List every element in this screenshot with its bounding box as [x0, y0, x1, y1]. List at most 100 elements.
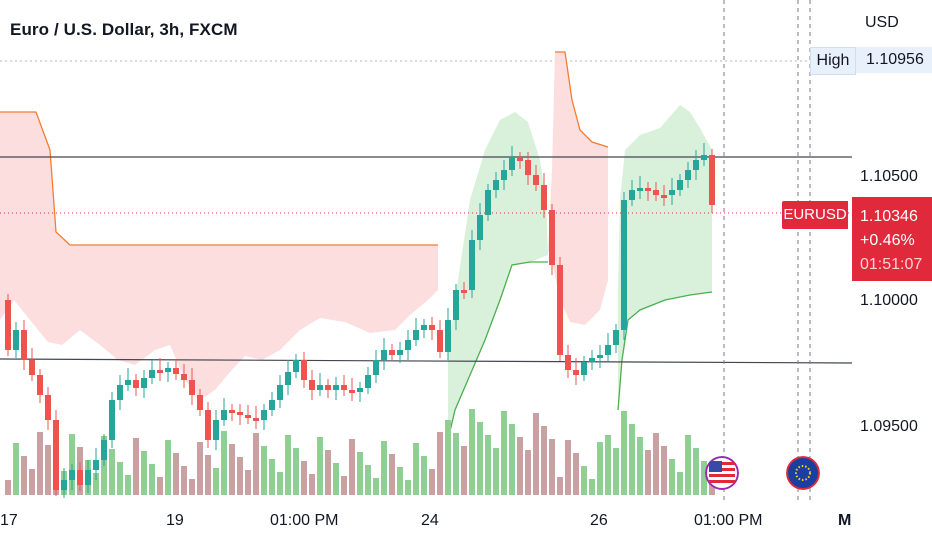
volume-bar: [693, 448, 699, 495]
volume-bar: [277, 472, 283, 495]
candle-body: [149, 370, 155, 378]
candle-body: [397, 350, 403, 355]
candle-body: [373, 360, 379, 375]
volume-bar: [381, 441, 387, 495]
candle-body: [253, 418, 259, 421]
volume-bar: [221, 431, 227, 495]
volume-bar: [605, 435, 611, 495]
volume-bar: [237, 457, 243, 495]
volume-bar: [493, 448, 499, 495]
time-label-17: 17: [0, 512, 18, 529]
time-label-1pm-a: 01:00 PM: [270, 512, 339, 529]
candle-body: [165, 368, 171, 372]
volume-bar: [125, 475, 131, 495]
candle-body: [221, 410, 227, 420]
candle-body: [461, 290, 467, 293]
volume-bar: [197, 442, 203, 495]
volume-bar: [13, 443, 19, 495]
candle-body: [525, 160, 531, 175]
eu-us-flag-icon[interactable]: [786, 456, 820, 490]
volume-bar: [165, 440, 171, 495]
candle-body: [333, 385, 339, 390]
candle-body: [413, 330, 419, 340]
volume-bar: [37, 432, 43, 495]
candle-body: [301, 360, 307, 380]
candle-body: [437, 330, 443, 352]
volume-bar: [509, 424, 515, 495]
price-tick-2: 1.10000: [860, 292, 918, 309]
candle-body: [317, 385, 323, 390]
volume-bar: [469, 409, 475, 495]
candle-body: [325, 385, 331, 390]
candle-body: [653, 190, 659, 195]
volume-bar: [565, 440, 571, 495]
candle-body: [285, 372, 291, 385]
volume-bar: [5, 480, 11, 495]
volume-bar: [349, 439, 355, 495]
volume-bar: [21, 456, 27, 495]
last-price: 1.10346: [860, 208, 918, 225]
candle-body: [237, 412, 243, 415]
volume-bar: [549, 439, 555, 495]
symbol-badge[interactable]: EURUSD: [782, 201, 848, 229]
time-label-24: 24: [421, 512, 439, 529]
candle-body: [709, 155, 715, 205]
volume-bar: [229, 444, 235, 495]
candle-body: [93, 460, 99, 470]
volume-bar: [669, 459, 675, 495]
candle-body: [341, 385, 347, 390]
candle-body: [381, 350, 387, 360]
candle-body: [613, 330, 619, 345]
volume-bar: [701, 461, 707, 495]
volume-bar: [157, 477, 163, 495]
volume-bar: [525, 450, 531, 495]
volume-bar: [341, 476, 347, 495]
volume-bar: [645, 450, 651, 495]
candle-body: [53, 420, 59, 490]
volume-bar: [325, 450, 331, 495]
candle-body: [101, 440, 107, 460]
candle-body: [565, 355, 571, 370]
volume-bar: [597, 442, 603, 495]
high-price-label: 1.10956: [856, 47, 932, 73]
candle-body: [29, 360, 35, 375]
candle-body: [685, 170, 691, 180]
volume-bar: [365, 465, 371, 495]
candle-body: [541, 185, 547, 210]
volume-bar: [677, 472, 683, 495]
candle-body: [125, 380, 131, 385]
candle-body: [573, 370, 579, 375]
volume-bar: [117, 462, 123, 495]
time-label-19: 19: [166, 512, 184, 529]
candle-body: [581, 362, 587, 375]
time-label-1pm-b: 01:00 PM: [694, 512, 763, 529]
volume-bar: [589, 479, 595, 495]
volume-bar: [285, 435, 291, 495]
candle-body: [269, 400, 275, 410]
candle-body: [85, 470, 91, 485]
candle-body: [693, 160, 699, 170]
candle-body: [701, 155, 707, 160]
volume-bar: [557, 477, 563, 495]
volume-bar: [653, 433, 659, 495]
volume-bar: [685, 435, 691, 495]
candle-body: [189, 380, 195, 395]
us-flag-icon[interactable]: [705, 456, 739, 490]
volume-bar: [461, 446, 467, 495]
candle-body: [645, 188, 651, 191]
candle-body: [157, 370, 163, 373]
candle-body: [181, 374, 187, 380]
bar-countdown: 01:51:07: [860, 256, 923, 273]
candle-body: [277, 385, 283, 400]
volume-bar: [477, 422, 483, 495]
candle-body: [453, 290, 459, 320]
volume-bar: [93, 473, 99, 495]
volume-bar: [173, 453, 179, 495]
candle-body: [309, 380, 315, 390]
candle-body: [365, 375, 371, 388]
candle-body: [141, 378, 147, 388]
candle-body: [589, 358, 595, 362]
candle-body: [421, 325, 427, 330]
volume-bar: [397, 467, 403, 495]
